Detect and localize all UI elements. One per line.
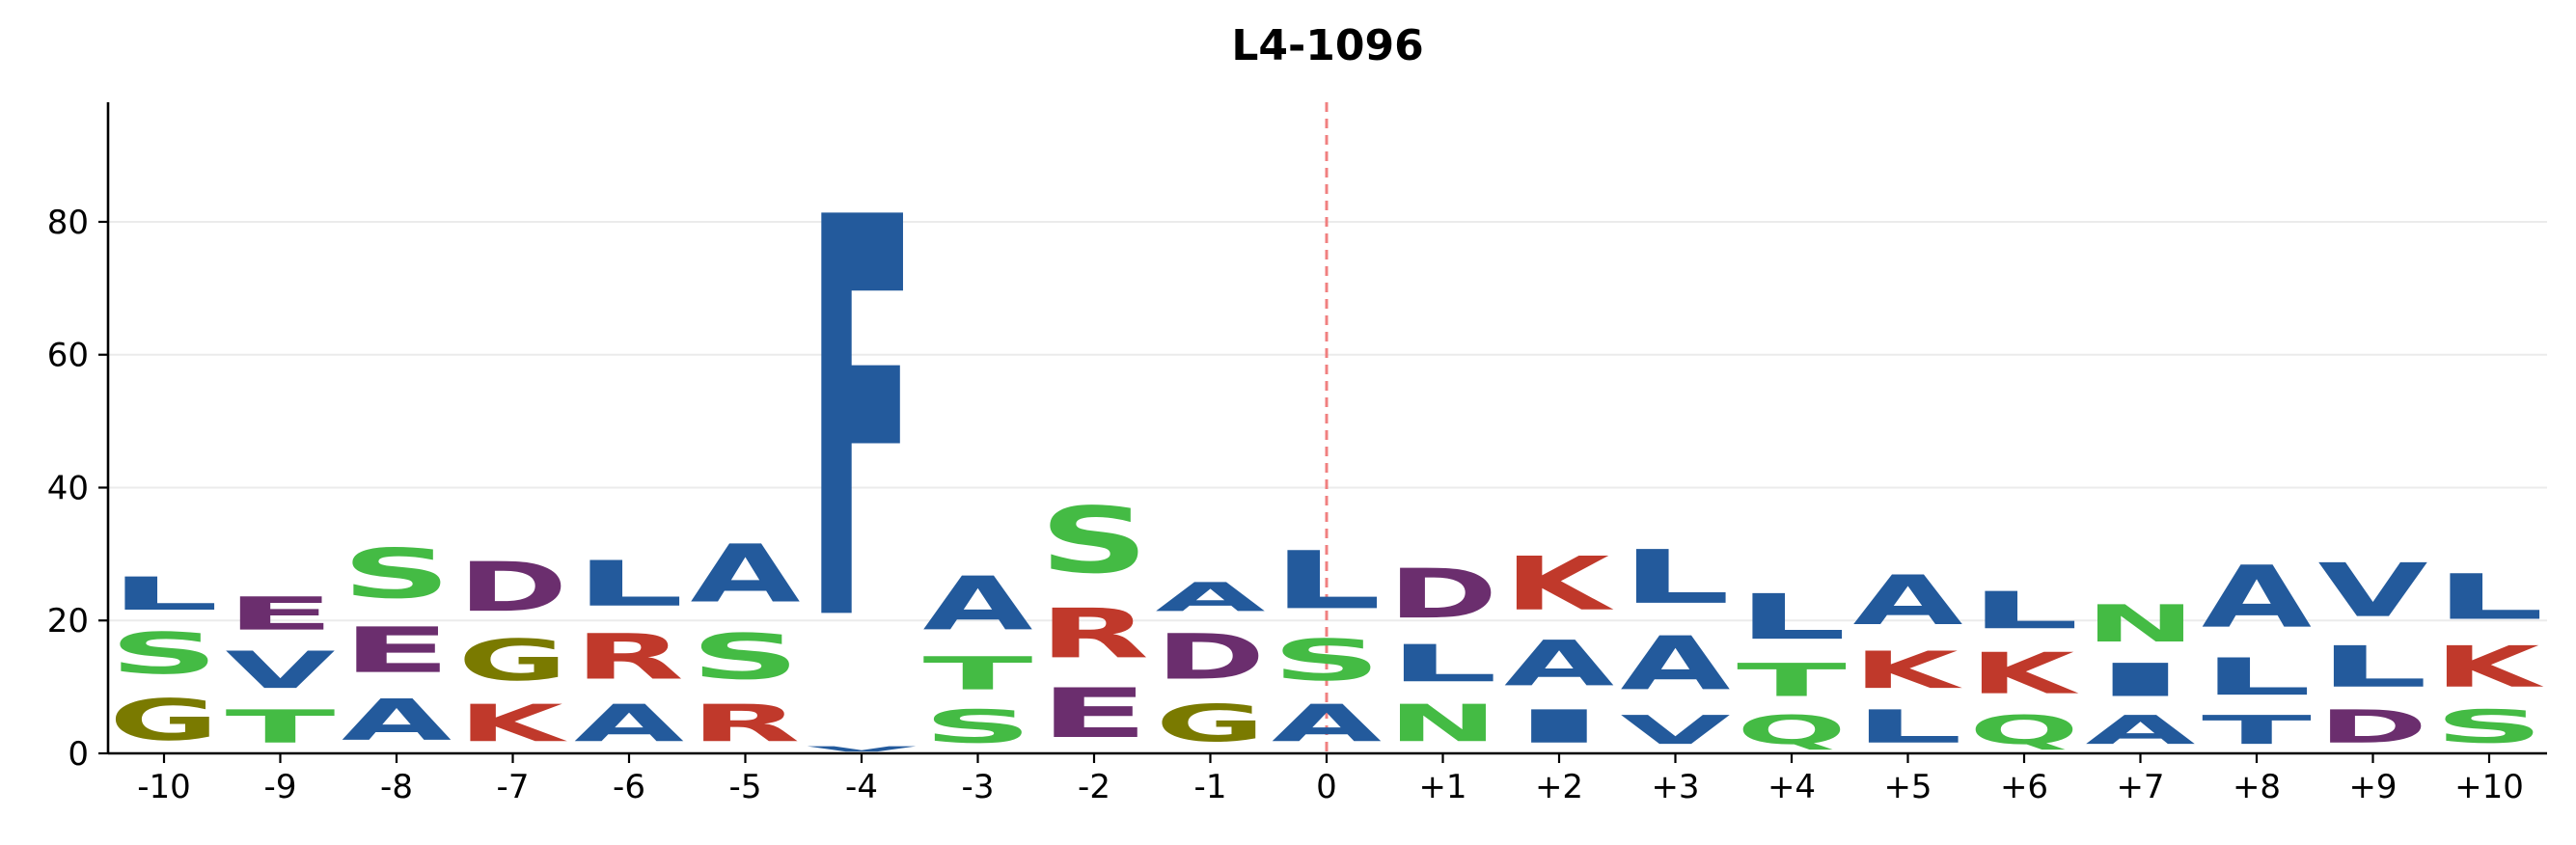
x-tick-label: -2 — [1078, 768, 1110, 806]
logo-letter-A: A — [574, 694, 684, 753]
x-tick-label: +10 — [2454, 768, 2524, 806]
logo-letter-L: L — [1621, 534, 1731, 620]
logo-letter-D: D — [2318, 701, 2428, 754]
x-tick-label: -10 — [137, 768, 191, 806]
logo-letter-G: G — [109, 688, 219, 753]
logo-letter-A: A — [1621, 620, 1731, 706]
logo-letter-A: A — [342, 688, 452, 753]
logo-letter-R: R — [691, 695, 801, 753]
logo-letter-L: L — [574, 548, 684, 621]
y-tick-label: 40 — [47, 469, 89, 507]
logo-letter-Q: Q — [1969, 707, 2079, 753]
logo-letter-S: S — [691, 620, 801, 694]
logo-letter-L: L — [2434, 560, 2544, 634]
logo-letter-I: I — [1504, 700, 1614, 753]
logo-letter-L: L — [1272, 534, 1382, 627]
x-tick-label: +6 — [2000, 768, 2048, 806]
logo-letter-L: L — [1737, 581, 1847, 654]
logo-letter-S: S — [2434, 700, 2544, 753]
logo-letter-A: A — [1156, 574, 1266, 620]
x-tick-label: -1 — [1194, 768, 1227, 806]
logo-letter-G: G — [1156, 694, 1266, 753]
logo-letter-V: V — [807, 745, 917, 753]
x-tick-label: -4 — [845, 768, 878, 806]
logo-letter-K: K — [1969, 641, 2079, 707]
x-tick-label: 0 — [1316, 768, 1337, 806]
x-tick-label: +8 — [2233, 768, 2281, 806]
logo-letter-A: A — [1853, 561, 1963, 641]
x-tick-label: +1 — [1418, 768, 1466, 806]
logo-letter-T: T — [1737, 654, 1847, 707]
logo-letter-V: V — [2318, 548, 2428, 634]
x-tick-label: +9 — [2348, 768, 2397, 806]
logo-letter-L: L — [1969, 582, 2079, 641]
logo-letter-A: A — [2202, 547, 2312, 646]
logo-letter-A: A — [2086, 707, 2196, 753]
logo-letter-E: E — [1039, 674, 1149, 753]
x-tick-label: +2 — [1535, 768, 1583, 806]
logo-letter-R: R — [574, 620, 684, 693]
x-tick-label: -5 — [729, 768, 762, 806]
logo-letter-I: I — [2086, 654, 2196, 707]
chart-title: L4-1096 — [1231, 21, 1423, 70]
logo-letter-E: E — [342, 614, 452, 687]
logo-letter-S: S — [1039, 488, 1149, 594]
logo-letter-K: K — [1504, 541, 1614, 627]
logo-letter-T: T — [923, 647, 1033, 700]
x-tick-label: +4 — [1768, 768, 1816, 806]
x-tick-label: -6 — [613, 768, 645, 806]
logo-letter-L: L — [109, 567, 219, 620]
logo-letter-S: S — [1272, 628, 1382, 695]
logo-letter-N: N — [2086, 594, 2196, 654]
logo-letter-A: A — [923, 560, 1033, 646]
y-axis-ticks: 0 20 40 60 80 — [47, 204, 108, 774]
logo-letter-A: A — [1272, 694, 1382, 753]
y-tick-label: 0 — [68, 735, 89, 774]
x-tick-label: -7 — [497, 768, 530, 806]
logo-letter-L: L — [1853, 700, 1963, 753]
logo-letter-L: L — [2318, 634, 2428, 700]
logo-letter-K: K — [1853, 641, 1963, 700]
y-tick-label: 20 — [47, 602, 89, 641]
logo-letter-S: S — [923, 700, 1033, 753]
logo-letter-E: E — [226, 587, 336, 641]
logo-letter-S: S — [109, 621, 219, 688]
logo-letter-L: L — [2202, 647, 2312, 706]
logo-letter-Q: Q — [1737, 707, 1847, 753]
y-tick-label: 80 — [47, 204, 89, 242]
logo-letter-R: R — [1039, 594, 1149, 673]
logo-letter-S: S — [342, 534, 452, 613]
logo-letter-K: K — [2434, 635, 2544, 700]
x-tick-label: -9 — [264, 768, 297, 806]
logo-letter-D: D — [1388, 555, 1498, 634]
x-tick-label: -3 — [962, 768, 995, 806]
y-tick-label: 60 — [47, 337, 89, 375]
logo-letter-G: G — [458, 628, 568, 694]
x-tick-label: +7 — [2116, 768, 2164, 806]
logo-letter-A: A — [1504, 627, 1614, 700]
logo-letter-L: L — [1388, 635, 1498, 694]
logo-letter-F: F — [807, 104, 917, 743]
logo-letter-D: D — [1156, 621, 1266, 694]
logo-letter-V: V — [226, 641, 336, 700]
logo-letter-A: A — [691, 528, 801, 620]
x-tick-label: +5 — [1883, 768, 1932, 806]
logo-letter-K: K — [458, 694, 568, 753]
logo-letter-N: N — [1388, 695, 1498, 754]
logo-letter-V: V — [1621, 707, 1731, 753]
logo-letter-T: T — [2202, 707, 2312, 753]
logo-letter-D: D — [458, 548, 568, 627]
x-tick-label: +3 — [1651, 768, 1699, 806]
x-tick-label: -8 — [380, 768, 413, 806]
x-axis-ticks: -10 -9 -8 -7 -6 -5 -4 -3 -2 -1 0 +1 +2 +3 +4 +5 +6 +7 +8 +9… — [137, 753, 2524, 806]
logo-letter-T: T — [226, 700, 336, 753]
